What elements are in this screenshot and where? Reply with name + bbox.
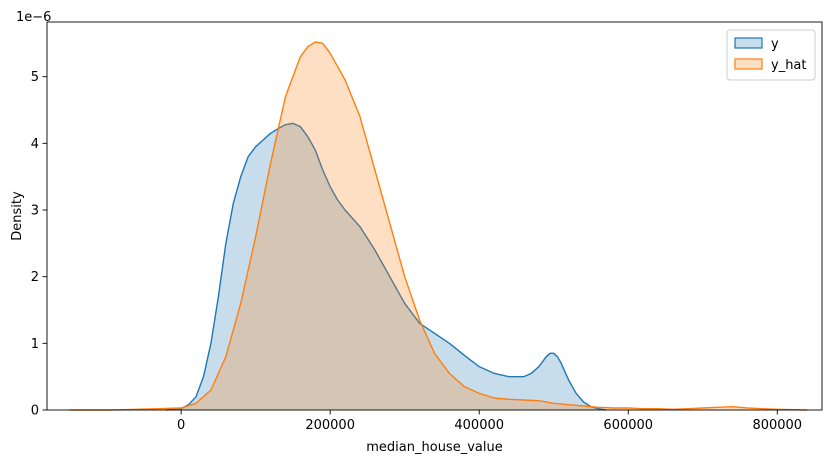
y-tick-label: 3 [31,204,39,219]
series-line-y [166,122,607,411]
legend-label-y: y [771,37,779,52]
y-tick-label: 4 [31,137,39,152]
legend-item-y: y [734,37,779,52]
plot-frame [46,21,823,411]
x-tick-label: 600000 [603,418,653,433]
legend-item-y_hat: y_hat [734,58,807,73]
legend: y y_hat [726,29,816,81]
series-area-y [166,123,606,410]
y-axis-ticks: 0 1 2 3 4 5 [31,70,47,419]
y-axis-label: Density [10,191,25,241]
x-tick-label: 800000 [752,418,802,433]
x-tick-label: 400000 [454,418,504,433]
y-scale-label: 1e−6 [16,10,51,25]
legend-label-y_hat: y_hat [771,58,807,73]
y-tick-label: 5 [31,70,39,85]
x-axis-ticks: 0 200000 400000 600000 800000 [177,410,802,433]
legend-swatch-y [734,37,763,49]
legend-swatch-y_hat [734,58,763,70]
legend-box [726,29,816,81]
series-line-y_hat [69,41,808,411]
series-y [166,122,607,411]
series-area-y_hat [69,42,808,410]
series-layer [69,41,808,411]
x-tick-label: 0 [177,418,185,433]
y-tick-label: 2 [31,270,39,285]
x-tick-label: 200000 [305,418,355,433]
y-tick-label: 1 [31,337,39,352]
y-tick-label: 0 [31,404,39,419]
series-y_hat [69,41,808,411]
x-axis-label: median_house_value [366,440,502,455]
